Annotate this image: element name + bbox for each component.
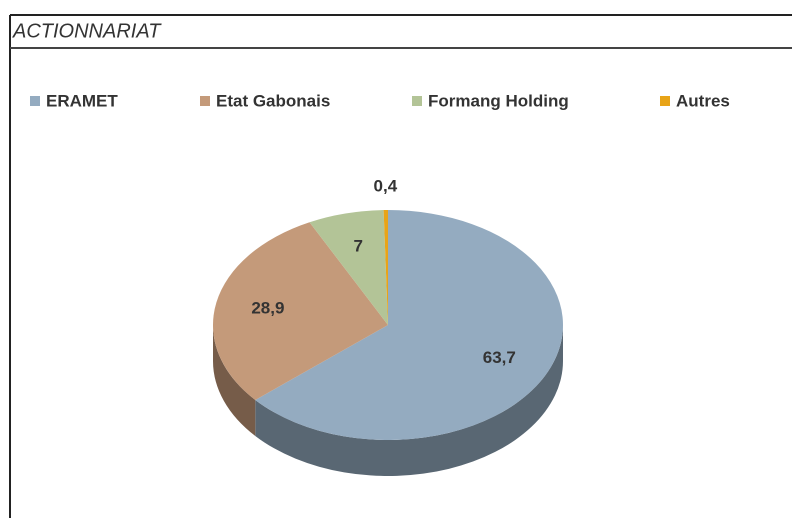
legend-swatch [30, 96, 40, 106]
legend-label: Autres [676, 91, 730, 110]
legend-swatch [200, 96, 210, 106]
legend-label: ERAMET [46, 91, 118, 110]
legend-label: Etat Gabonais [216, 91, 330, 110]
pie-slice [383, 210, 388, 325]
legend-label: Formang Holding [428, 91, 569, 110]
legend-swatch [412, 96, 422, 106]
legend-swatch [660, 96, 670, 106]
chart-title: ACTIONNARIAT [12, 20, 162, 42]
pie-slice [309, 210, 388, 325]
data-label: 0,4 [374, 176, 398, 195]
data-label: 28,9 [251, 299, 284, 318]
pie-slice [213, 222, 388, 400]
pie-side [255, 325, 564, 476]
pie-side [213, 325, 256, 436]
pie-slice [255, 210, 563, 440]
data-label: 63,7 [483, 348, 516, 367]
data-label: 7 [354, 236, 363, 255]
